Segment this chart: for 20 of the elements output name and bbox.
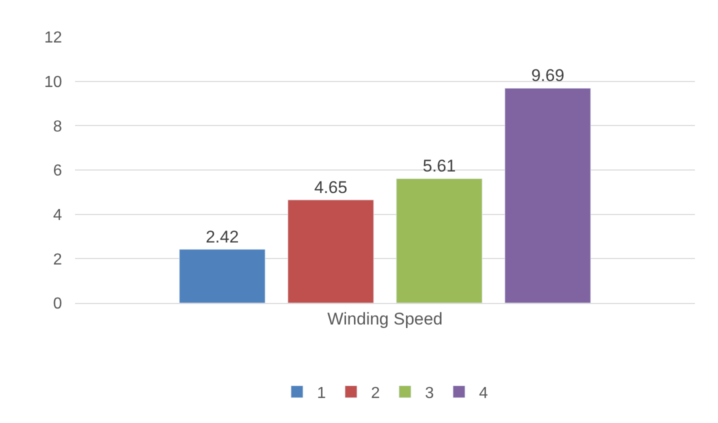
- y-tick-label: 0: [53, 296, 62, 313]
- legend-label: 2: [371, 384, 380, 402]
- y-tick-label: 8: [53, 118, 62, 136]
- y-tick-label: 4: [53, 206, 62, 224]
- legend-label: 4: [479, 384, 488, 402]
- y-tick-label: 6: [53, 162, 62, 180]
- y-tick-label: 10: [44, 74, 62, 91]
- bar: [396, 178, 482, 303]
- x-tick-label: Winding Speed: [327, 309, 443, 328]
- bar: [288, 200, 374, 303]
- legend-label: 3: [425, 384, 434, 402]
- data-label: 9.69: [531, 66, 564, 86]
- data-label: 4.65: [314, 178, 348, 197]
- y-tick-label: 12: [44, 30, 62, 47]
- data-label: 5.61: [422, 156, 456, 176]
- bar: [179, 249, 266, 303]
- data-label: 2.42: [206, 227, 239, 246]
- bar: [504, 88, 591, 303]
- legend-label: 1: [317, 384, 326, 402]
- y-tick-label: 2: [53, 251, 62, 268]
